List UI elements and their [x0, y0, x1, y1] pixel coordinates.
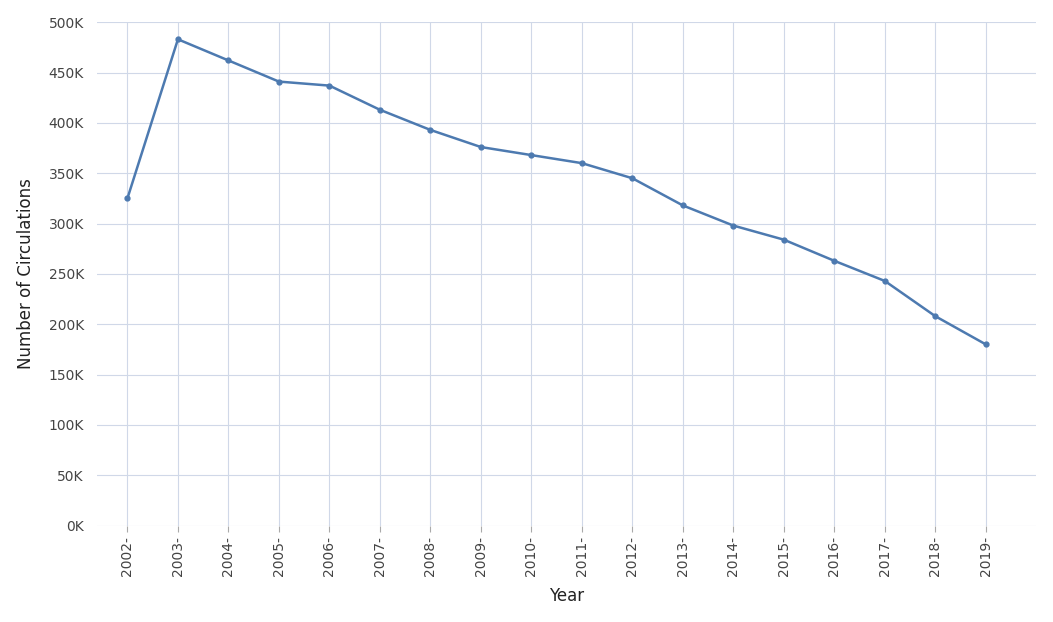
Y-axis label: Number of Circulations: Number of Circulations	[17, 179, 35, 369]
X-axis label: Year: Year	[550, 587, 584, 605]
